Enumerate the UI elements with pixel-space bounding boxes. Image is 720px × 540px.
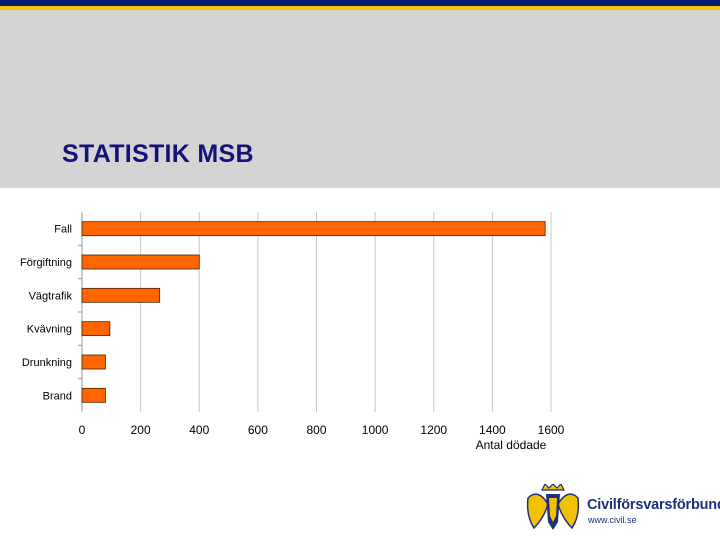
emblem-icon bbox=[526, 484, 580, 530]
x-tick-label: 600 bbox=[248, 423, 268, 437]
x-tick-label: 1400 bbox=[479, 423, 506, 437]
x-tick-label: 1200 bbox=[420, 423, 447, 437]
x-axis-label: Antal dödade bbox=[476, 438, 547, 452]
bar bbox=[81, 254, 200, 270]
slide-title: STATISTIK MSB bbox=[62, 140, 254, 168]
header-band bbox=[0, 10, 720, 188]
logo-url: www.civil.se bbox=[588, 515, 637, 525]
bar bbox=[81, 287, 161, 303]
top-stripe-gold bbox=[0, 6, 720, 10]
category-label: Kvävning bbox=[27, 324, 72, 336]
x-tick-label: 800 bbox=[306, 423, 326, 437]
x-tick-label: 1000 bbox=[362, 423, 389, 437]
bar bbox=[81, 387, 106, 403]
x-tick-label: 1600 bbox=[538, 423, 565, 437]
x-tick-label: 400 bbox=[189, 423, 209, 437]
top-stripe-blue bbox=[0, 0, 720, 6]
bar bbox=[81, 354, 106, 370]
logo-name: Civilförsvarsförbundet bbox=[587, 497, 720, 513]
civilforsvarsforbundet-logo bbox=[526, 484, 580, 530]
bar-chart: Fall Förgiftning Vägtrafik Kvävning Drunknin… bbox=[20, 212, 565, 452]
bar bbox=[81, 221, 546, 237]
category-label: Fall bbox=[54, 224, 72, 236]
category-label: Förgiftning bbox=[20, 257, 72, 269]
x-tick-label: 0 bbox=[79, 423, 86, 437]
x-tick-label: 200 bbox=[131, 423, 151, 437]
category-label: Brand bbox=[43, 390, 72, 402]
category-label: Vägtrafik bbox=[29, 290, 73, 302]
bar bbox=[81, 321, 111, 337]
category-label: Drunkning bbox=[22, 357, 72, 369]
